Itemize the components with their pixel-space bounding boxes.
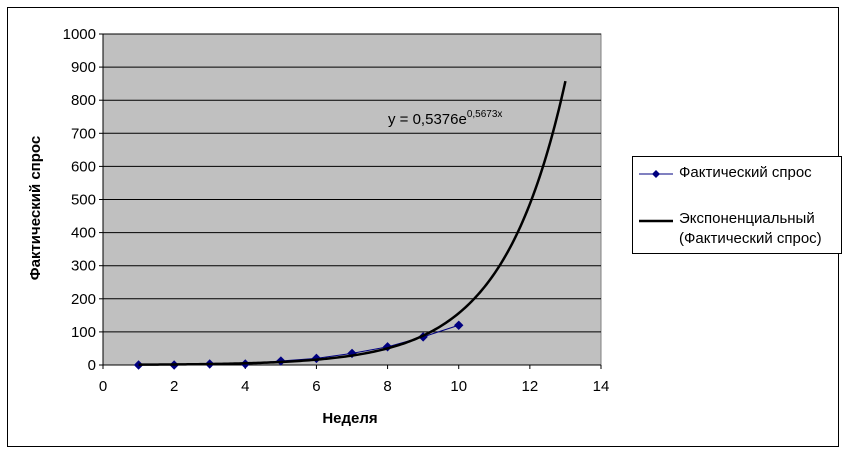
x-tick-label-14: 14 [593, 378, 610, 395]
y-tick-label-900: 900 [71, 59, 96, 76]
x-tick-label-4: 4 [241, 378, 249, 395]
chart-frame: 0 2 4 6 8 10 12 14 0 100 200 300 400 500 600 700 800 900… [7, 7, 842, 447]
legend-item-exponential: Экспоненциальный (Фактический спрос) [633, 209, 841, 253]
data-point-week-10 [454, 320, 464, 330]
x-tick-label-8: 8 [383, 378, 391, 395]
x-tick-label-12: 12 [522, 378, 539, 395]
legend-marker-diamond [652, 170, 660, 178]
x-tick-label-10: 10 [450, 378, 467, 395]
legend-item-actual-demand: Фактический спрос [633, 163, 841, 185]
legend-label-actual-demand: Фактический спрос [679, 164, 812, 181]
x-tick-label-6: 6 [312, 378, 320, 395]
exponential-trendline [138, 80, 567, 366]
y-tick-label-400: 400 [71, 225, 96, 242]
y-tick-label-200: 200 [71, 291, 96, 308]
y-tick-label-600: 600 [71, 158, 96, 175]
equation-base: y = 0,5376e [388, 111, 467, 128]
trendline-equation: y = 0,5376e0,5673x [388, 109, 502, 128]
x-tick-labels: 0 2 4 6 8 10 12 14 [99, 365, 610, 395]
x-tick-label-0: 0 [99, 378, 107, 395]
chart-svg: 0 2 4 6 8 10 12 14 0 100 200 300 400 500 600 700 800 900… [27, 26, 610, 427]
x-tick-label-2: 2 [170, 378, 178, 395]
legend-symbol-actual-demand [639, 170, 673, 178]
y-tick-label-1000: 1000 [63, 26, 96, 43]
y-axis-title: Фактический спрос [27, 136, 44, 280]
y-tick-label-100: 100 [71, 324, 96, 341]
equation-exponent: 0,5673x [467, 109, 503, 120]
x-axis-title: Неделя [322, 410, 377, 427]
legend-symbol-exponential [639, 219, 673, 223]
y-tick-label-500: 500 [71, 192, 96, 209]
y-tick-label-300: 300 [71, 258, 96, 275]
legend-label-exponential-line2: (Фактический спрос) [679, 230, 822, 247]
y-tick-labels: 0 100 200 300 400 500 600 700 800 900 1000 [63, 26, 103, 374]
legend: Фактический спрос Экспоненциальный (Факт… [632, 156, 842, 254]
y-tick-label-700: 700 [71, 125, 96, 142]
y-tick-label-0: 0 [88, 357, 96, 374]
y-tick-label-800: 800 [71, 92, 96, 109]
legend-label-exponential-line1: Экспоненциальный [679, 210, 815, 227]
gridlines [103, 33, 601, 333]
